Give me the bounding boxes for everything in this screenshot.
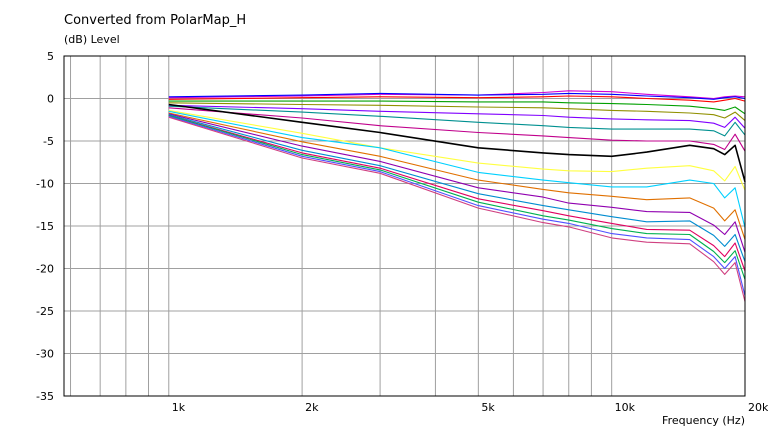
series-line-18: [168, 116, 746, 302]
series-line-3: [168, 95, 746, 103]
series-line-9: [168, 103, 746, 183]
series-line-16: [168, 114, 746, 280]
series-line-2: [168, 92, 746, 100]
series-line-12: [168, 112, 746, 240]
plot-frame: [63, 55, 746, 397]
y-tick-label: -30: [36, 348, 54, 361]
y-tick-label: -35: [36, 390, 54, 403]
y-tick-label: 5: [47, 50, 54, 63]
series-line-1: [168, 90, 746, 100]
y-tick-label: -5: [43, 135, 54, 148]
series-line-11: [168, 110, 746, 228]
series-line-13: [168, 113, 746, 253]
y-tick-label: -25: [36, 305, 54, 318]
x-tick-label: 2k: [305, 401, 319, 414]
y-tick-label: -20: [36, 263, 54, 276]
y-tick-label: 0: [47, 93, 54, 106]
series-line-15: [168, 114, 746, 272]
series-line-4: [168, 100, 746, 115]
x-tick-label: 5k: [481, 401, 495, 414]
x-tick-label: 20k: [748, 401, 768, 414]
series-line-5: [168, 102, 746, 122]
grid-lines: [64, 55, 746, 397]
series-group: [168, 90, 746, 302]
series-line-6: [168, 104, 746, 129]
y-tick-label: -15: [36, 220, 54, 233]
y-axis-label: (dB) Level: [64, 33, 120, 46]
series-line-17: [168, 115, 746, 296]
y-tick-label: -10: [36, 178, 54, 191]
series-line-7: [168, 105, 746, 137]
y-tick-labels: 5 0 -5 -10 -15 -20 -25 -30 -35: [36, 50, 54, 403]
series-line-14: [168, 114, 746, 262]
x-tick-label: 1k: [172, 401, 186, 414]
x-axis-label: Frequency (Hz): [662, 414, 745, 427]
series-line-8: [168, 107, 746, 152]
x-tick-labels: 1k 2k 5k 10k 20k: [172, 401, 768, 414]
x-tick-label: 10k: [615, 401, 636, 414]
chart-title: Converted from PolarMap_H: [64, 13, 246, 28]
